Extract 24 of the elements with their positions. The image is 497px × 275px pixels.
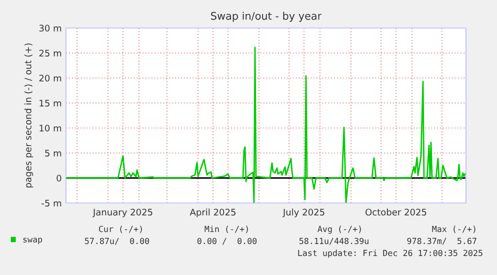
y-tick-label: 0 [56,174,62,182]
chart-title: Swap in/out - by year [211,12,322,22]
y-tick-label: 5 m [45,150,62,157]
text: Cur (-/+) [98,226,142,234]
text: 978.37m/ 5.67 [407,238,476,245]
text: Max (-/+) [432,226,476,234]
x-tick-label: July 2025 [282,208,324,218]
text: Last update: Fri Dec 26 17:00:35 2025 [298,250,482,258]
text: 58.11u/448.39u [299,238,368,245]
y-tick-label: 15 m [40,100,62,107]
text: Min (-/+) [204,226,248,234]
x-tick-label: January 2025 [92,208,152,218]
y-tick-label: 20 m [39,74,62,82]
y-tick-label: 25 m [39,50,62,57]
y-axis-title: pages per second in (-) / out (+) [24,44,34,188]
y-tick-label: 10 m [40,124,62,132]
y-tick-label: -5 m [42,200,62,207]
legend-label: swap [23,238,42,244]
y-tick-label: 30 m [39,24,62,32]
text: 0.00 / 0.00 [197,238,257,245]
text: Avg (-/+) [318,226,361,234]
x-tick-label: April 2025 [190,208,236,218]
x-tick-label: October 2025 [366,208,426,216]
text: 57.87u/ 0.00 [84,238,150,245]
